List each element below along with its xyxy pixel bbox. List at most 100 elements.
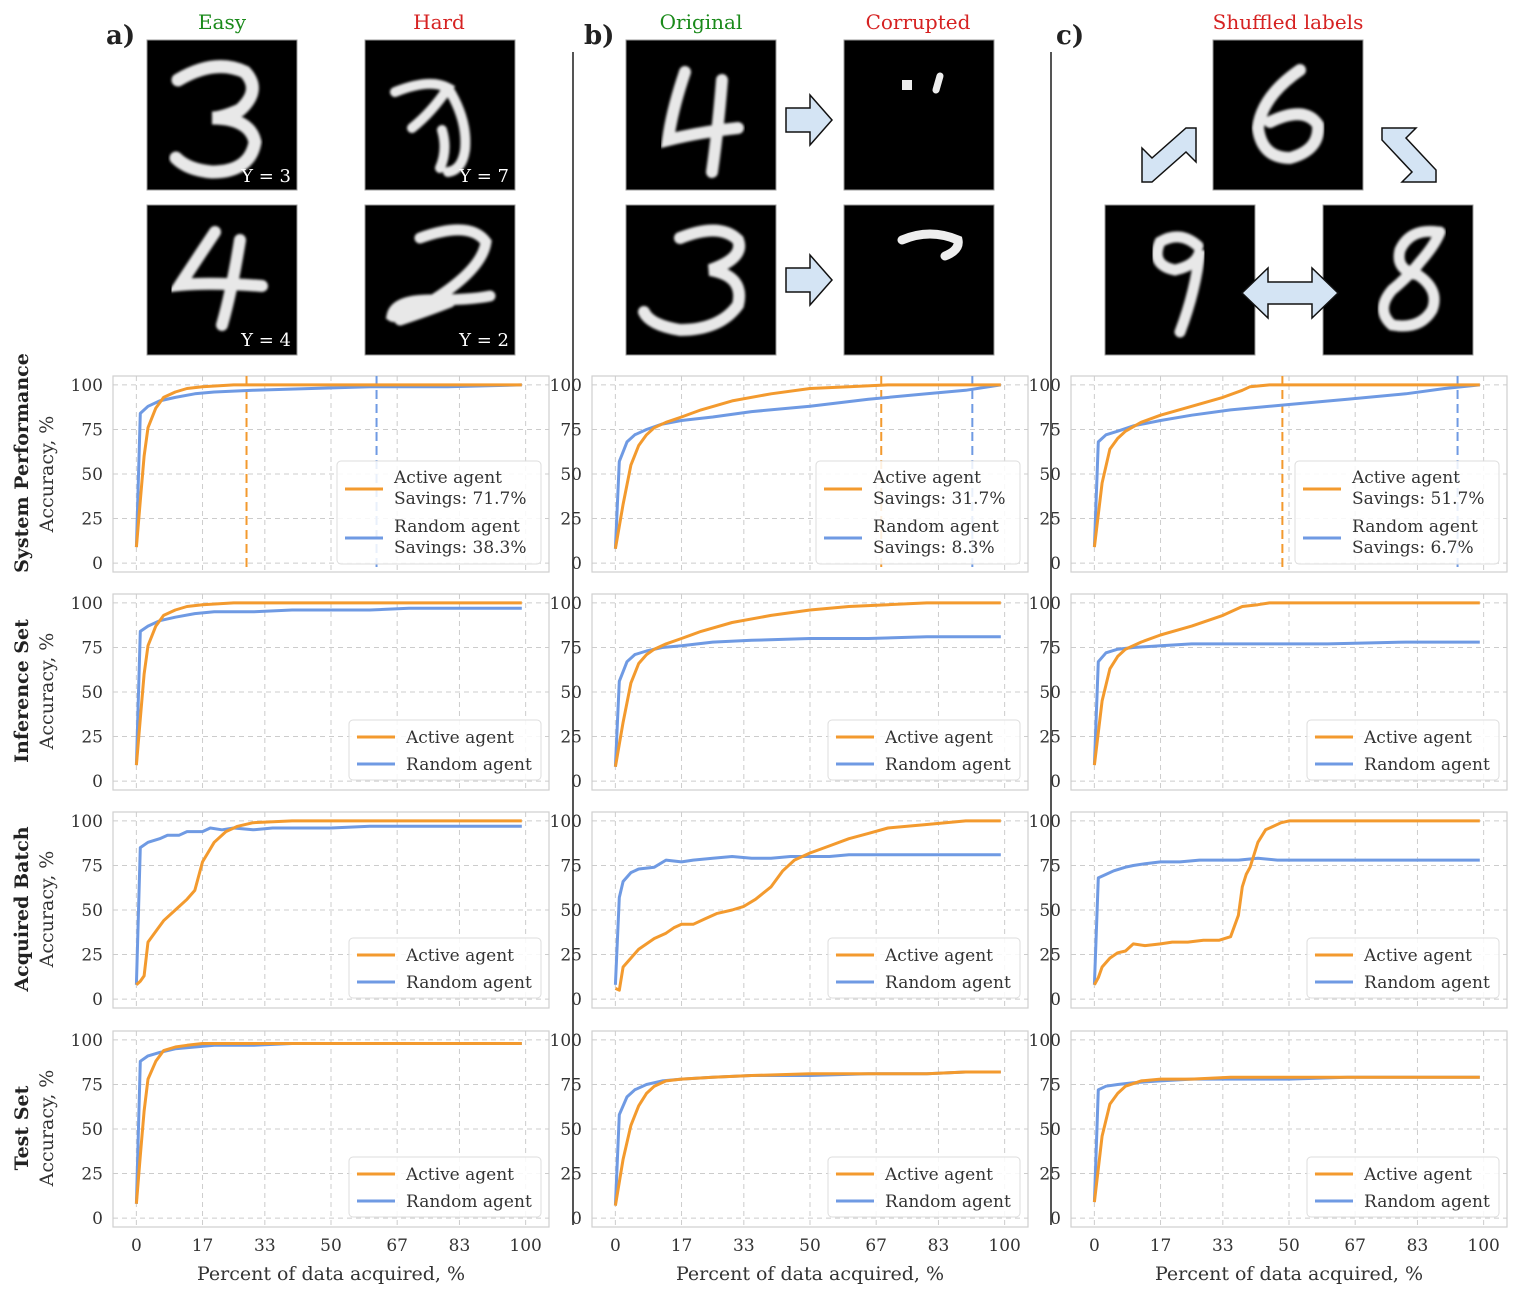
y-tick-label: 50 <box>1039 901 1061 921</box>
y-tick-label: 50 <box>1039 1120 1061 1140</box>
digit-image-original-4 <box>625 39 777 191</box>
digit-image-original-3 <box>625 204 777 356</box>
panel-letter-a: a) <box>106 21 135 51</box>
x-tick-label: 17 <box>192 1236 214 1256</box>
y-tick-label: 0 <box>571 990 582 1010</box>
panel-letter-b: b) <box>584 21 614 51</box>
y-tick-label: 100 <box>1029 812 1061 832</box>
y-tick-label: 25 <box>81 1165 103 1185</box>
row-label-0: Accuracy, % <box>36 416 58 534</box>
title-hard: Hard <box>413 10 465 34</box>
arrow-right-icon <box>785 93 833 147</box>
y-tick-label: 75 <box>81 1075 103 1095</box>
legend-label-active: Active agent <box>405 728 514 748</box>
y-tick-label: 50 <box>560 1120 582 1140</box>
legend-box <box>1306 937 1500 999</box>
legend-box <box>827 719 1021 781</box>
digit-label-y7: Y = 7 <box>458 166 509 187</box>
y-tick-label: 75 <box>560 638 582 658</box>
legend-label-active: Active agent <box>884 946 993 966</box>
random-agent-line <box>613 853 1001 985</box>
x-tick-label: 0 <box>131 1236 142 1256</box>
legend-box <box>348 719 542 781</box>
y-tick-label: 100 <box>550 812 582 832</box>
y-tick-label: 50 <box>81 465 103 485</box>
legend-box <box>815 460 1021 565</box>
row-label-bold-0: System Performance <box>11 353 33 573</box>
legend-box <box>827 937 1021 999</box>
digit-image-shuffled-9 <box>1104 204 1256 356</box>
y-tick-label: 0 <box>571 772 582 792</box>
y-tick-label: 50 <box>81 683 103 703</box>
legend-label-random: Random agent <box>1364 755 1490 775</box>
random-agent-line <box>613 635 1001 767</box>
arrow-right-icon <box>785 253 833 307</box>
y-tick-label: 75 <box>81 420 103 440</box>
random-agent-line <box>134 606 522 766</box>
active-agent-line <box>1092 383 1480 548</box>
plot-b-2: 0 25 50 75 100 Active agent Random agent <box>550 811 1029 1010</box>
legend-savings-random: Savings: 6.7% <box>1352 538 1474 558</box>
x-tick-label: 100 <box>988 1236 1020 1256</box>
y-tick-label: 75 <box>1039 1075 1061 1095</box>
x-tick-label: 33 <box>1212 1236 1234 1256</box>
active-agent-line <box>1092 601 1480 766</box>
active-agent-line <box>613 601 1001 768</box>
plot-c-2: 0 25 50 75 100 Active agent Random agent <box>1029 811 1508 1010</box>
legend: Active agent Random agent <box>1306 937 1500 999</box>
legend-label-random: Random agent <box>394 517 520 537</box>
legend-box <box>1294 460 1500 565</box>
y-tick-label: 75 <box>560 420 582 440</box>
row-label-bold-1: Inference Set <box>11 619 33 763</box>
y-tick-label: 25 <box>1039 1165 1061 1185</box>
plot-c-3: 0 25 50 75 100 0 17 33 50 67 83 100 Active agent Rand… <box>1029 1030 1508 1256</box>
plot-grid: 0 25 50 75 100 Active agent Savings: 71.7% Rand… <box>71 375 1508 1256</box>
y-tick-label: 25 <box>81 728 103 748</box>
x-tick-label: 50 <box>1278 1236 1300 1256</box>
x-tick-label: 100 <box>1467 1236 1499 1256</box>
legend-box <box>1306 1156 1500 1218</box>
y-tick-label: 0 <box>92 554 103 574</box>
digit-image-easy-3: Y = 3 <box>146 39 298 191</box>
digit-image-shuffled-8 <box>1322 204 1474 356</box>
active-agent-line <box>1093 819 1480 986</box>
legend-savings-active: Savings: 71.7% <box>394 489 527 509</box>
x-axis-label-b: Percent of data acquired, % <box>676 1263 944 1285</box>
legend-label-active: Active agent <box>405 946 514 966</box>
y-tick-label: 75 <box>1039 856 1061 876</box>
y-tick-label: 100 <box>71 812 103 832</box>
y-tick-label: 50 <box>1039 683 1061 703</box>
legend-label-random: Random agent <box>1364 1192 1490 1212</box>
active-agent-line <box>1092 1075 1480 1203</box>
legend-label-active: Active agent <box>1363 946 1472 966</box>
x-tick-label: 83 <box>928 1236 950 1256</box>
digit-label-y4: Y = 4 <box>240 330 291 351</box>
y-tick-label: 0 <box>92 1209 103 1229</box>
legend-label-active: Active agent <box>884 728 993 748</box>
legend-label-random: Random agent <box>885 755 1011 775</box>
y-tick-label: 0 <box>1050 990 1061 1010</box>
y-tick-label: 100 <box>1029 594 1061 614</box>
y-tick-label: 100 <box>550 1031 582 1051</box>
y-tick-label: 25 <box>560 946 582 966</box>
active-agent-line <box>134 601 522 766</box>
row-label-1: Accuracy, % <box>36 633 58 751</box>
y-tick-label: 100 <box>71 594 103 614</box>
y-tick-label: 50 <box>560 465 582 485</box>
row-label-bold-2: Acquired Batch <box>11 826 33 992</box>
y-tick-label: 100 <box>550 376 582 396</box>
legend-box <box>348 1156 542 1218</box>
legend-savings-random: Savings: 8.3% <box>873 538 995 558</box>
x-tick-label: 17 <box>671 1236 693 1256</box>
y-tick-label: 100 <box>1029 1031 1061 1051</box>
y-tick-label: 75 <box>81 638 103 658</box>
legend-label-active: Active agent <box>405 1165 514 1185</box>
active-agent-line <box>614 819 1001 992</box>
row-label-2: Accuracy, % <box>36 851 58 969</box>
random-agent-line <box>1092 640 1480 766</box>
x-tick-label: 67 <box>386 1236 408 1256</box>
